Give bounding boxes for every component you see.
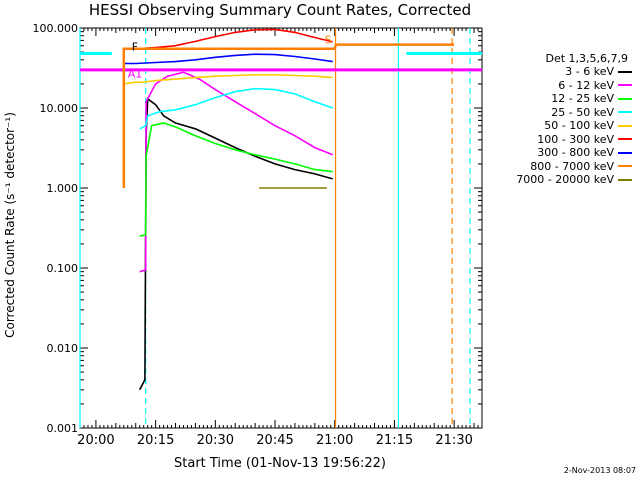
- y-tick-label: 0.001: [47, 422, 79, 435]
- x-tick-label: 20:00: [77, 433, 114, 448]
- legend-entry: 50 - 100 keV: [484, 119, 632, 133]
- legend-title: Det 1,3,5,6,7,9: [545, 52, 628, 65]
- vertical-markers: [79, 28, 471, 428]
- legend-label: 50 - 100 keV: [544, 119, 614, 133]
- legend-label: 300 - 800 keV: [537, 146, 614, 160]
- series-line-2: [139, 122, 333, 237]
- plot-frame: [79, 27, 483, 429]
- legend-swatch: [618, 138, 632, 141]
- y-tick-label: 10.000: [40, 102, 79, 115]
- legend-entries: 3 - 6 keV 6 - 12 keV 12 - 25 keV 25 - 50 ke…: [484, 65, 632, 187]
- series-line-7: [122, 43, 455, 188]
- axis-ticks: [79, 27, 483, 429]
- series-line-1: [139, 71, 333, 273]
- x-tick-label: 21:15: [376, 433, 413, 448]
- legend-swatch: [618, 165, 632, 168]
- y-tick-label: 100.000: [33, 22, 79, 35]
- series-line-3: [139, 87, 333, 130]
- legend: Det 1,3,5,6,7,9 3 - 6 keV 6 - 12 keV 12 - …: [484, 52, 632, 187]
- legend-swatch: [618, 97, 632, 100]
- legend-label: 25 - 50 keV: [551, 105, 614, 119]
- y-tick-label: 0.010: [47, 342, 79, 355]
- legend-swatch: [618, 111, 632, 114]
- series-line-6: [123, 53, 333, 65]
- y-axis-label: Corrected Count Rate (s⁻¹ detector⁻¹): [3, 112, 17, 338]
- series-line-4: [123, 74, 333, 85]
- marker-label: F: [132, 41, 138, 54]
- legend-swatch: [618, 151, 632, 154]
- legend-label: 3 - 6 keV: [565, 65, 614, 79]
- chart-title: HESSI Observing Summary Count Rates, Cor…: [88, 1, 472, 19]
- legend-entry: 300 - 800 keV: [484, 146, 632, 160]
- attenuator-markers: F A1 S: [128, 34, 332, 81]
- generation-timestamp: 2-Nov-2013 08:07: [563, 466, 636, 475]
- legend-entry: 12 - 25 keV: [484, 92, 632, 106]
- legend-entry: 3 - 6 keV: [484, 65, 632, 79]
- legend-swatch: [618, 124, 632, 127]
- x-tick-label: 21:30: [435, 433, 472, 448]
- x-tick-label: 20:15: [137, 433, 174, 448]
- y-tick-labels: 0.001 0.010 0.100 1.000 10.000 100.000: [33, 22, 79, 435]
- legend-label: 12 - 25 keV: [551, 92, 614, 106]
- legend-swatch: [618, 70, 632, 73]
- legend-label: 6 - 12 keV: [558, 78, 614, 92]
- y-tick-label: 0.100: [47, 262, 79, 275]
- legend-entry: 6 - 12 keV: [484, 79, 632, 93]
- legend-swatch: [618, 178, 632, 181]
- legend-entry: 800 - 7000 keV: [484, 160, 632, 174]
- legend-swatch: [618, 84, 632, 87]
- x-tick-label: 21:00: [316, 433, 353, 448]
- y-tick-label: 1.000: [47, 182, 79, 195]
- series-line-0: [138, 97, 333, 391]
- x-tick-labels: 20:00 20:15 20:30 20:45 21:00 21:15 21:30: [77, 433, 473, 448]
- legend-entry: 25 - 50 keV: [484, 106, 632, 120]
- reference-lines: [80, 52, 482, 72]
- legend-label: 800 - 7000 keV: [530, 159, 614, 173]
- series-lines: [122, 28, 455, 391]
- legend-entry: 7000 - 20000 keV: [484, 173, 632, 187]
- x-tick-label: 20:45: [256, 433, 293, 448]
- legend-label: 7000 - 20000 keV: [516, 173, 614, 187]
- marker-label: S: [325, 34, 332, 47]
- x-tick-label: 20:30: [197, 433, 234, 448]
- legend-entry: 100 - 300 keV: [484, 133, 632, 147]
- x-axis-label: Start Time (01-Nov-13 19:56:22): [174, 456, 386, 471]
- legend-label: 100 - 300 keV: [537, 132, 614, 146]
- marker-label: A1: [128, 68, 143, 81]
